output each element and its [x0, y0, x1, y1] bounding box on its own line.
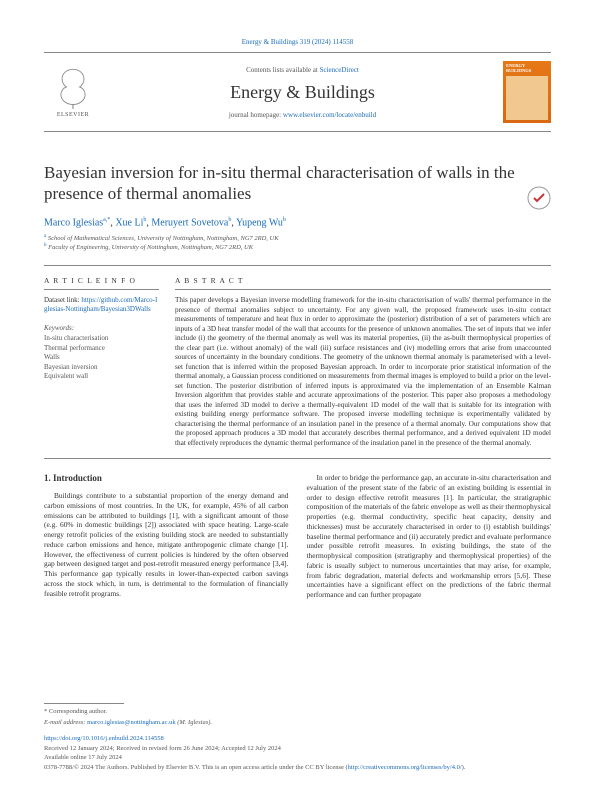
abstract-heading: A B S T R A C T	[175, 276, 551, 285]
email-label: E-mail address:	[44, 719, 87, 726]
publisher-name: ELSEVIER	[57, 112, 89, 118]
homepage-prefix: journal homepage:	[229, 111, 283, 119]
email-link[interactable]: marco.iglesias@nottingham.ac.uk	[87, 719, 175, 726]
license-line: 0378-7788/© 2024 The Authors. Published …	[44, 764, 551, 772]
author-1[interactable]: Marco Iglesias	[44, 217, 103, 228]
email-name: (M. Iglesias).	[176, 719, 212, 726]
affiliation-b: Faculty of Engineering, University of No…	[48, 245, 253, 252]
keyword: Equivalent wall	[44, 372, 159, 381]
crossmark-badge[interactable]	[527, 186, 551, 210]
article-info-heading: A R T I C L E I N F O	[44, 276, 159, 285]
doi-link[interactable]: https://doi.org/10.1016/j.enbuild.2024.1…	[44, 735, 164, 742]
journal-name: Energy & Buildings	[112, 82, 493, 103]
sciencedirect-link[interactable]: ScienceDirect	[320, 66, 359, 74]
homepage-link[interactable]: www.elsevier.com/locate/enbuild	[283, 111, 376, 119]
author-3[interactable]: Meruyert Sovetova	[151, 217, 228, 228]
keywords-label: Keywords:	[44, 324, 159, 332]
contents-prefix: Contents lists available at	[246, 66, 320, 74]
intro-heading: 1. Introduction	[44, 473, 289, 483]
email-line: E-mail address: marco.iglesias@nottingha…	[44, 719, 551, 727]
article-info-column: A R T I C L E I N F O Dataset link: http…	[44, 276, 159, 448]
authors-line: Marco Iglesiasa,*, Xue Lib, Meruyert Sov…	[44, 217, 551, 228]
intro-para-2: In order to bridge the performance gap, …	[307, 473, 552, 600]
body-col-right: In order to bridge the performance gap, …	[307, 473, 552, 600]
license-suffix: ).	[462, 764, 466, 771]
affiliations: a School of Mathematical Sciences, Unive…	[44, 234, 551, 253]
citation-header: Energy & Buildings 319 (2024) 114558	[44, 38, 551, 46]
dataset-line: Dataset link: https://github.com/Marco-I…	[44, 296, 159, 314]
dataset-label: Dataset link:	[44, 296, 81, 304]
author-4[interactable]: Yupeng Wu	[236, 217, 283, 228]
cover-title: ENERGY BUILDINGS	[506, 64, 548, 73]
received-line: Received 12 January 2024; Received in re…	[44, 745, 551, 753]
license-link[interactable]: http://creativecommons.org/licenses/by/4…	[348, 764, 462, 771]
citation-link[interactable]: Energy & Buildings 319 (2024) 114558	[242, 38, 353, 46]
journal-cover[interactable]: ENERGY BUILDINGS	[503, 61, 551, 123]
homepage-line: journal homepage: www.elsevier.com/locat…	[112, 111, 493, 119]
elsevier-tree-icon	[51, 66, 95, 110]
elsevier-logo[interactable]: ELSEVIER	[44, 62, 102, 122]
keyword: Bayesian inversion	[44, 363, 159, 372]
affiliation-a: School of Mathematical Sciences, Univers…	[48, 235, 279, 242]
corresponding-author: * Corresponding author.	[44, 708, 551, 716]
abstract-text: This paper develops a Bayesian inverse m…	[175, 296, 551, 448]
article-title: Bayesian inversion for in-situ thermal c…	[44, 162, 551, 205]
abstract-column: A B S T R A C T This paper develops a Ba…	[175, 276, 551, 448]
body-col-left: 1. Introduction Buildings contribute to …	[44, 473, 289, 600]
keyword: Walls	[44, 353, 159, 362]
available-line: Available online 17 July 2024	[44, 754, 551, 762]
keyword: Thermal performance	[44, 344, 159, 353]
masthead: ELSEVIER Contents lists available at Sci…	[44, 52, 551, 132]
license-prefix: 0378-7788/© 2024 The Authors. Published …	[44, 764, 348, 771]
keyword: In-situ characterisation	[44, 334, 159, 343]
intro-para-1: Buildings contribute to a substantial pr…	[44, 491, 289, 598]
contents-line: Contents lists available at ScienceDirec…	[112, 66, 493, 74]
footer: * Corresponding author. E-mail address: …	[44, 703, 551, 772]
cover-thumbnail	[506, 76, 548, 120]
keywords-list: In-situ characterisation Thermal perform…	[44, 334, 159, 381]
author-2[interactable]: Xue Li	[115, 217, 143, 228]
